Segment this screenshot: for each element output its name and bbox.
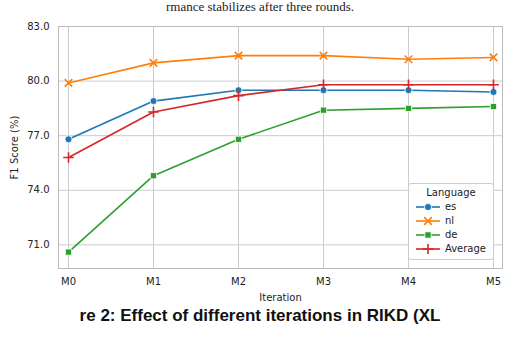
html-text:rmance stabilizes after three: rmance stabilizes after three rounds.: [166, 0, 354, 14]
svg-text:F1 Score (%): F1 Score (%): [9, 116, 20, 180]
html-text:nl: nl: [444, 215, 454, 226]
html-text:es: es: [444, 201, 457, 212]
svg-text:Iteration: Iteration: [259, 292, 301, 303]
svg-text:80.0: 80.0: [27, 75, 49, 86]
svg-text:M0: M0: [61, 276, 76, 287]
svg-text:M4: M4: [401, 276, 416, 287]
html-text:re 2: Effect of different iter: re 2: Effect of different iterations in …: [79, 306, 441, 325]
svg-text:71.0: 71.0: [27, 239, 49, 250]
svg-text:M1: M1: [146, 276, 161, 287]
svg-text:77.0: 77.0: [27, 130, 49, 141]
svg-text:M5: M5: [486, 276, 501, 287]
html-text:Language: Language: [426, 187, 476, 198]
svg-text:M3: M3: [316, 276, 331, 287]
svg-text:74.0: 74.0: [27, 184, 49, 195]
svg-text:M2: M2: [231, 276, 246, 287]
html-text:de: de: [444, 229, 458, 240]
svg-text:83.0: 83.0: [27, 21, 49, 32]
html-text:Average: Average: [444, 243, 486, 254]
